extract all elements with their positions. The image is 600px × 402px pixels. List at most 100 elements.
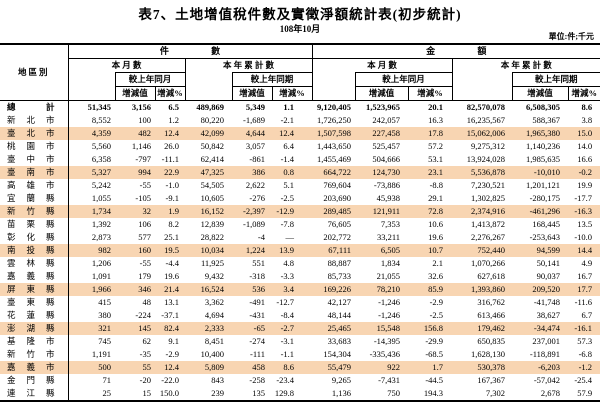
value-cell: 5,349 xyxy=(245,102,265,112)
value-cell: 1.1 xyxy=(283,102,295,112)
value-cell: 1.9 xyxy=(155,205,185,218)
value-cell: -1.0 xyxy=(165,180,179,190)
value-cell: 10,034 xyxy=(185,244,232,257)
region-name: 花蓮縣 xyxy=(0,309,69,322)
table-row: 臺東縣 415 48 13.1 3,362 -491 -12.7 42,127 -1,246 -2… xyxy=(0,296,600,309)
value-cell: -276 xyxy=(249,193,265,203)
value-cell: 9,265 xyxy=(331,375,352,385)
value-cell: 8.6 xyxy=(272,361,313,374)
value-cell: 167,367 xyxy=(477,375,506,385)
value-cell: -12.9 xyxy=(272,205,313,218)
value-cell: 14.4 xyxy=(568,244,600,257)
value-cell: 16,235,567 xyxy=(466,115,506,125)
region-name: 臺東縣 xyxy=(0,296,69,309)
value-cell: 4.8 xyxy=(283,258,295,268)
land-value-tax-table: 地區別 件 數 金 額 本 月 數 本 年 累 計 數 本 月 數 本 年 累 … xyxy=(0,43,600,402)
value-cell: 100 xyxy=(138,115,151,125)
value-cell: 500 xyxy=(68,361,115,374)
value-cell: 50,842 xyxy=(200,141,224,151)
header-change-pct: 增減% xyxy=(155,86,186,101)
header-change-value: 增減值 xyxy=(115,86,156,101)
value-cell: 57.2 xyxy=(428,141,444,151)
header-count-ytd: 本 年 累 計 數 xyxy=(185,58,313,73)
value-cell: 62,414 xyxy=(200,154,224,164)
value-cell: 321 xyxy=(68,322,115,335)
value-cell: 19.5 xyxy=(155,244,185,257)
value-cell: 1,393,860 xyxy=(452,283,513,296)
table-header: 地區別 件 數 金 額 本 月 數 本 年 累 計 數 本 月 數 本 年 累 … xyxy=(0,44,600,101)
table-row: 總計 51,345 3,156 6.5 489,869 5,349 1.1 9,120,405… xyxy=(0,100,600,114)
value-cell: 17.8 xyxy=(408,127,453,140)
value-cell: 21,055 xyxy=(376,271,401,281)
unit-note: 單位:件;千元 xyxy=(548,32,594,41)
region-name: 苗栗縣 xyxy=(0,218,69,231)
value-cell: 16.6 xyxy=(577,154,593,164)
value-cell: -111 xyxy=(250,349,265,359)
value-cell: -41,748 xyxy=(533,297,561,307)
value-cell: 3,156 xyxy=(131,102,151,112)
page-title: 表7、土地增值稅件數及實徵淨額統計表(初步統計) xyxy=(138,7,462,22)
value-cell: 129.8 xyxy=(274,388,295,398)
region-name: 新竹市 xyxy=(0,348,69,361)
value-cell: 71 xyxy=(102,375,112,385)
value-cell: -68.5 xyxy=(425,349,444,359)
value-cell: 4.9 xyxy=(581,258,593,268)
value-cell: 55 xyxy=(115,361,155,374)
value-cell: -22.0 xyxy=(161,375,179,385)
value-cell: 1,201,121 xyxy=(526,180,561,190)
region-name: 南投縣 xyxy=(0,244,69,257)
value-cell: 5.1 xyxy=(283,180,295,190)
value-cell: 752,440 xyxy=(452,244,513,257)
region-name: 基隆市 xyxy=(0,335,69,348)
value-cell: 179 xyxy=(138,271,151,281)
region-name: 臺南市 xyxy=(0,166,69,179)
value-cell: 72.8 xyxy=(408,205,453,218)
value-cell: -0.2 xyxy=(568,166,600,179)
value-cell: 994 xyxy=(115,166,155,179)
value-cell: 1,055 xyxy=(91,193,111,203)
value-cell: 202,772 xyxy=(323,232,352,242)
value-cell: 1,302,825 xyxy=(471,193,506,203)
value-cell: -20 xyxy=(139,375,151,385)
value-cell: -280,175 xyxy=(529,193,561,203)
value-cell: 577 xyxy=(138,232,151,242)
value-cell: 57.3 xyxy=(577,336,593,346)
value-cell: 156.8 xyxy=(408,322,453,335)
value-cell: 13.5 xyxy=(577,219,593,229)
value-cell: 5,327 xyxy=(68,166,115,179)
value-cell: 15,548 xyxy=(355,322,409,335)
value-cell: 4,359 xyxy=(68,127,115,140)
value-cell: 15.0 xyxy=(568,127,600,140)
value-cell: -23.4 xyxy=(276,375,295,385)
value-cell: 16.7 xyxy=(577,271,593,281)
value-cell: 209,520 xyxy=(512,283,569,296)
value-cell: -44.5 xyxy=(425,375,444,385)
value-cell: 80,220 xyxy=(200,115,224,125)
header-change-pct: 增減% xyxy=(408,86,453,101)
value-cell: -57,042 xyxy=(533,375,561,385)
value-cell: -2,397 xyxy=(232,205,272,218)
value-cell: -224 xyxy=(135,310,151,320)
value-cell: -6.8 xyxy=(578,349,593,359)
value-cell: 15 xyxy=(142,388,152,398)
value-cell: 1,443,650 xyxy=(317,141,352,151)
value-cell: 1,834 xyxy=(380,258,401,268)
value-cell: 380 xyxy=(98,310,111,320)
value-cell: -105 xyxy=(135,193,151,203)
value-cell: 227,458 xyxy=(355,127,409,140)
report-period: 108年10月 xyxy=(279,24,321,34)
value-cell: 154,304 xyxy=(323,349,352,359)
value-cell: 25 xyxy=(102,388,112,398)
value-cell: 82,570,078 xyxy=(466,102,506,112)
value-cell: 1,965,380 xyxy=(512,127,569,140)
value-cell: 2,873 xyxy=(91,232,111,242)
value-cell: 23.1 xyxy=(408,166,453,179)
value-cell: 7,230,521 xyxy=(471,180,506,190)
value-cell: 160 xyxy=(115,244,155,257)
table-row: 宜蘭縣 1,055 -105 -9.1 10,605 -276 -2.5 203,690 45,… xyxy=(0,192,600,205)
value-cell: 12.4 xyxy=(272,127,313,140)
region-name: 新北市 xyxy=(0,114,69,127)
table-row: 臺南市 5,327 994 22.9 47,325 386 0.8 664,722 124,73… xyxy=(0,166,600,179)
value-cell: 5,536,878 xyxy=(452,166,513,179)
header-spacer xyxy=(312,72,356,101)
